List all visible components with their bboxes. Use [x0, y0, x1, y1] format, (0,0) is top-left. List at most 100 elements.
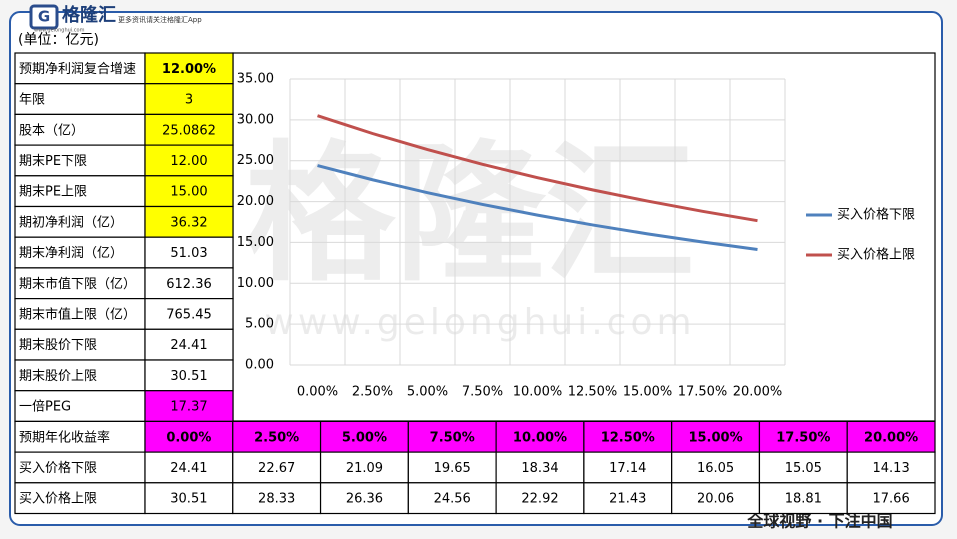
row-value: 17.37 [170, 400, 207, 415]
y-tick-label: 0.00 [245, 358, 274, 373]
table-cell [407, 420, 497, 453]
row-label: 买入价格上限 [19, 491, 97, 507]
table-value: 22.92 [521, 492, 558, 507]
table-cell [144, 52, 234, 85]
row-label: 预期年化收益率 [19, 429, 110, 445]
y-tick-label: 25.00 [237, 153, 274, 168]
row-value: 36.32 [170, 215, 207, 230]
legend-label: 买入价格上限 [837, 247, 915, 263]
table-value: 24.41 [170, 461, 207, 476]
watermark-url: www.gelonghui.com [264, 302, 695, 343]
table-cell [758, 482, 848, 515]
row-label: 买入价格下限 [19, 460, 97, 476]
x-tick-label: 0.00% [297, 385, 338, 400]
table-cell [846, 451, 936, 484]
row-value: 765.45 [166, 307, 212, 322]
row-label: 期初净利润（亿） [19, 215, 123, 230]
x-tick-label: 20.00% [733, 385, 783, 400]
table-value: 0.00% [166, 430, 211, 445]
table-value: 18.81 [785, 492, 822, 507]
row-label: 股本（亿） [19, 123, 84, 138]
table-value: 18.34 [521, 461, 558, 476]
unit-label: (单位：亿元) [18, 32, 99, 48]
table-cell [846, 420, 936, 453]
logo-url: www.gelonghui.com [34, 28, 85, 34]
row-value: 12.00% [162, 62, 216, 77]
table-cell [846, 482, 936, 515]
row-label: 期末市值上限（亿） [19, 306, 136, 322]
table-cell [144, 359, 234, 392]
table-cell [144, 205, 234, 238]
table-value: 15.05 [785, 461, 822, 476]
table-cell [407, 451, 497, 484]
logo-mark: G [38, 8, 50, 26]
table-value: 30.51 [170, 492, 207, 507]
table-cell [144, 267, 234, 300]
table-value: 17.66 [873, 492, 910, 507]
table-cell [144, 83, 234, 115]
table-cell [14, 267, 146, 300]
logo: 格隆汇 [62, 4, 116, 26]
x-tick-label: 15.00% [623, 385, 673, 400]
table-cell [14, 328, 146, 361]
table-cell [583, 420, 673, 453]
watermark: 格隆汇 [245, 128, 695, 302]
row-value: 612.36 [166, 277, 212, 292]
line-series [317, 164, 758, 252]
table-value: 10.00% [513, 430, 567, 445]
y-tick-label: 30.00 [237, 112, 274, 127]
table-cell [495, 482, 585, 515]
row-label: 预期净利润复合增速 [19, 62, 136, 77]
row-label: 期末PE下限 [19, 154, 87, 169]
table-cell [14, 52, 146, 85]
table-value: 17.14 [609, 461, 646, 476]
table-value: 20.06 [697, 492, 734, 507]
legend-label: 买入价格下限 [837, 207, 915, 223]
y-tick-label: 15.00 [237, 235, 274, 250]
row-label: 年限 [19, 93, 45, 108]
table-cell [319, 482, 409, 515]
footer: 全球视野 · 下注中国 [746, 512, 892, 531]
table-value: 12.50% [601, 430, 655, 445]
row-label: 期末PE上限 [19, 185, 87, 200]
x-tick-label: 12.50% [568, 385, 618, 400]
table-cell [14, 113, 146, 146]
y-tick-label: 35.00 [237, 72, 274, 87]
table-cell [583, 482, 673, 515]
row-label: 一倍PEG [19, 400, 71, 415]
y-tick-label: 20.00 [237, 194, 274, 209]
row-label: 期末股价下限 [19, 338, 97, 353]
table-value: 22.67 [258, 461, 295, 476]
line-series [317, 114, 758, 223]
row-value: 25.0862 [162, 123, 216, 138]
table-cell [144, 451, 234, 484]
row-label: 期末股价上限 [19, 369, 97, 384]
row-value: 24.41 [170, 338, 207, 353]
x-tick-label: 10.00% [513, 385, 563, 400]
row-label: 期末市值下限（亿） [19, 276, 136, 292]
x-tick-label: 5.00% [407, 385, 448, 400]
table-cell [319, 420, 409, 453]
row-label: 期末净利润（亿） [19, 246, 123, 261]
table-cell [14, 359, 146, 392]
table-cell [144, 482, 234, 515]
table-cell [14, 236, 146, 269]
table-value: 2.50% [254, 430, 299, 445]
table-value: 5.00% [342, 430, 387, 445]
table-value: 20.00% [864, 430, 918, 445]
table-value: 19.65 [434, 461, 471, 476]
table-cell [144, 328, 234, 361]
row-value: 51.03 [170, 246, 207, 261]
table-cell [671, 451, 761, 484]
y-tick-label: 5.00 [245, 317, 274, 332]
table-value: 16.05 [697, 461, 734, 476]
row-value: 12.00 [170, 154, 207, 169]
table-value: 28.33 [258, 492, 295, 507]
table-value: 24.56 [434, 492, 471, 507]
y-tick-label: 10.00 [237, 276, 274, 291]
row-value: 15.00 [170, 185, 207, 200]
table-cell [14, 420, 146, 453]
table-value: 7.50% [430, 430, 475, 445]
table-cell [144, 298, 234, 330]
